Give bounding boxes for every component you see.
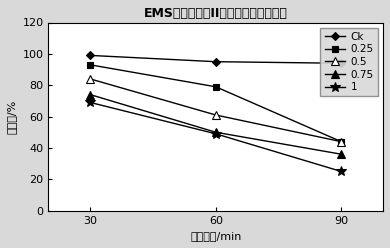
0.25 [88,63,93,66]
Line: 1: 1 [85,97,346,177]
Line: 0.5: 0.5 [87,75,345,146]
1 [88,101,93,104]
0.5 [339,140,344,143]
Ck [88,54,93,57]
0.25 [339,140,344,143]
0.75 [88,93,93,96]
Legend: Ck, 0.25, 0.5, 0.75, 1: Ck, 0.25, 0.5, 0.75, 1 [320,28,378,96]
0.75 [339,153,344,156]
0.5 [213,114,218,117]
X-axis label: 处理时间/min: 处理时间/min [190,231,241,241]
Line: Ck: Ck [87,52,344,66]
0.75 [213,131,218,134]
Y-axis label: 成活率/%: 成活率/% [7,99,17,134]
0.5 [88,77,93,80]
Line: 0.75: 0.75 [87,91,345,158]
Ck [213,60,218,63]
1 [213,132,218,135]
Line: 0.25: 0.25 [87,62,344,145]
1 [339,170,344,173]
0.25 [213,85,218,88]
Title: EMS诱变处理的II类愈伤组织的存活率: EMS诱变处理的II类愈伤组织的存活率 [144,7,288,20]
Ck [339,62,344,65]
